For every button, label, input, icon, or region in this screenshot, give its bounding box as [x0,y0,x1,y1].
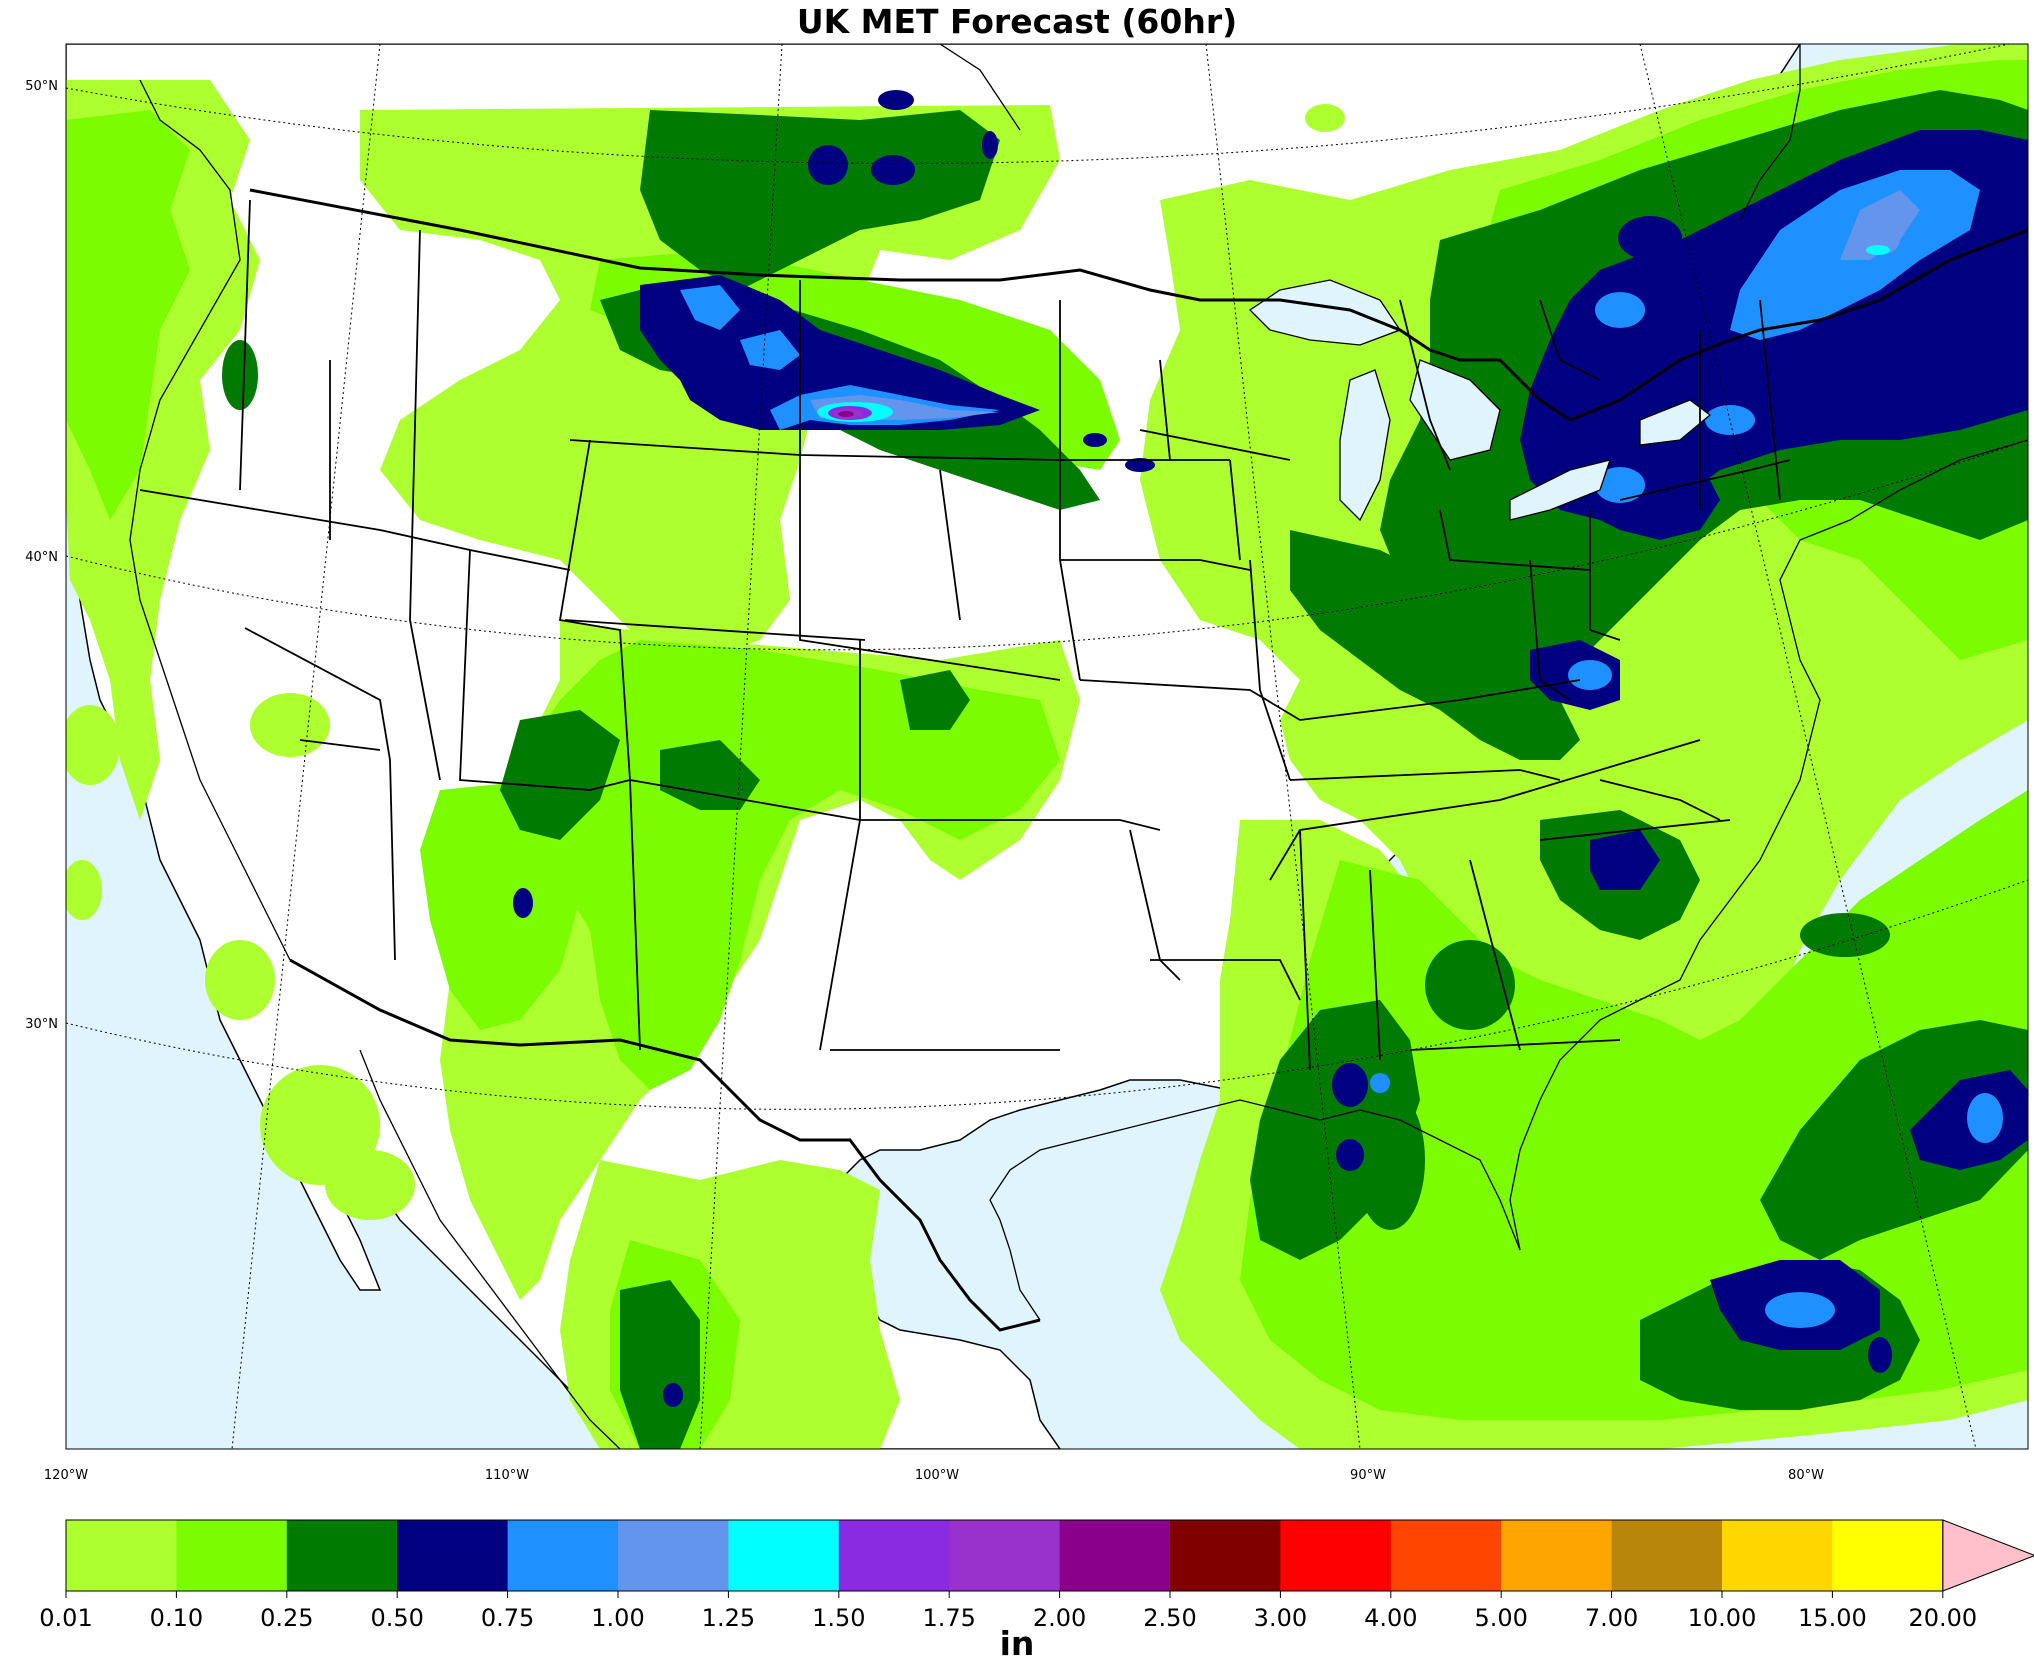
colorbar-tick-label: 0.01 [39,1604,92,1632]
colorbar-swatch [1390,1520,1502,1591]
great-lakes [1248,279,1712,522]
colorbar-swatch [66,1520,177,1591]
colorbar-tick-label: 7.00 [1585,1604,1638,1632]
colorbar-swatch [507,1520,619,1591]
map-frame [65,43,2029,1450]
colorbar-tick-label: 0.75 [481,1604,534,1632]
lon-label-110: 110°W [485,1468,529,1483]
colorbar-swatch [1280,1520,1392,1591]
lon-label-80: 80°W [1788,1468,1824,1483]
colorbar-swatch [1501,1520,1613,1591]
colorbar-frame [65,1519,1944,1592]
lon-label-90: 90°W [1350,1468,1386,1483]
colorbar-tick-label: 2.00 [1033,1604,1086,1632]
colorbar-tick-label: 20.00 [1908,1604,1977,1632]
colorbar-tick-label: 2.50 [1143,1604,1196,1632]
lat-label-40: 40°N [25,550,58,565]
country-borders [249,188,2028,1332]
colorbar-tick-label: 1.75 [922,1604,975,1632]
colorbar-swatch [176,1520,288,1591]
colorbar-extend-arrow [1942,1519,2034,1592]
colorbar-tick-label: 3.00 [1254,1604,1307,1632]
colorbar-tick-label: 0.50 [370,1604,423,1632]
colorbar-swatch [838,1520,950,1591]
lon-label-120: 120°W [44,1468,88,1483]
colorbar-unit-label: in [999,1624,1035,1663]
colorbar-swatch [1722,1520,1833,1591]
lon-label-100: 100°W [915,1468,959,1483]
colorbar-tick-label: 15.00 [1798,1604,1867,1632]
colorbar-swatch [1611,1520,1723,1591]
colorbar-swatch [1832,1520,1944,1591]
colorbar-swatch [1170,1520,1281,1591]
colorbar-swatch [618,1520,729,1591]
colorbar-tick-label: 5.00 [1474,1604,1527,1632]
colorbar-swatch [728,1520,840,1591]
colorbar-tick-label: 1.50 [812,1604,865,1632]
lat-label-30: 30°N [25,1017,58,1032]
colorbar-tick-label: 4.00 [1364,1604,1417,1632]
colorbar-swatch [949,1520,1061,1591]
precip-layer-200 [838,411,854,417]
coastlines [129,44,2028,1449]
colorbar-swatch [1059,1520,1171,1591]
colorbar-tick-label: 0.25 [260,1604,313,1632]
state-boundaries [139,199,1791,1071]
lat-label-50: 50°N [25,79,58,94]
colorbar-tick-label: 10.00 [1688,1604,1757,1632]
colorbar-swatch [397,1520,509,1591]
graticule [66,44,2028,1449]
colorbar-tick-label: 0.10 [150,1604,203,1632]
map-title: UK MET Forecast (60hr) [796,2,1238,41]
colorbar-tick-label: 1.00 [591,1604,644,1632]
colorbar-swatch [286,1520,398,1591]
map-area [66,44,2028,1449]
colorbar: 0.01 0.10 0.25 0.50 0.75 1.00 1.25 1.50 1.75 2.00… [39,1519,2034,1632]
colorbar-tick-label: 1.25 [702,1604,755,1632]
